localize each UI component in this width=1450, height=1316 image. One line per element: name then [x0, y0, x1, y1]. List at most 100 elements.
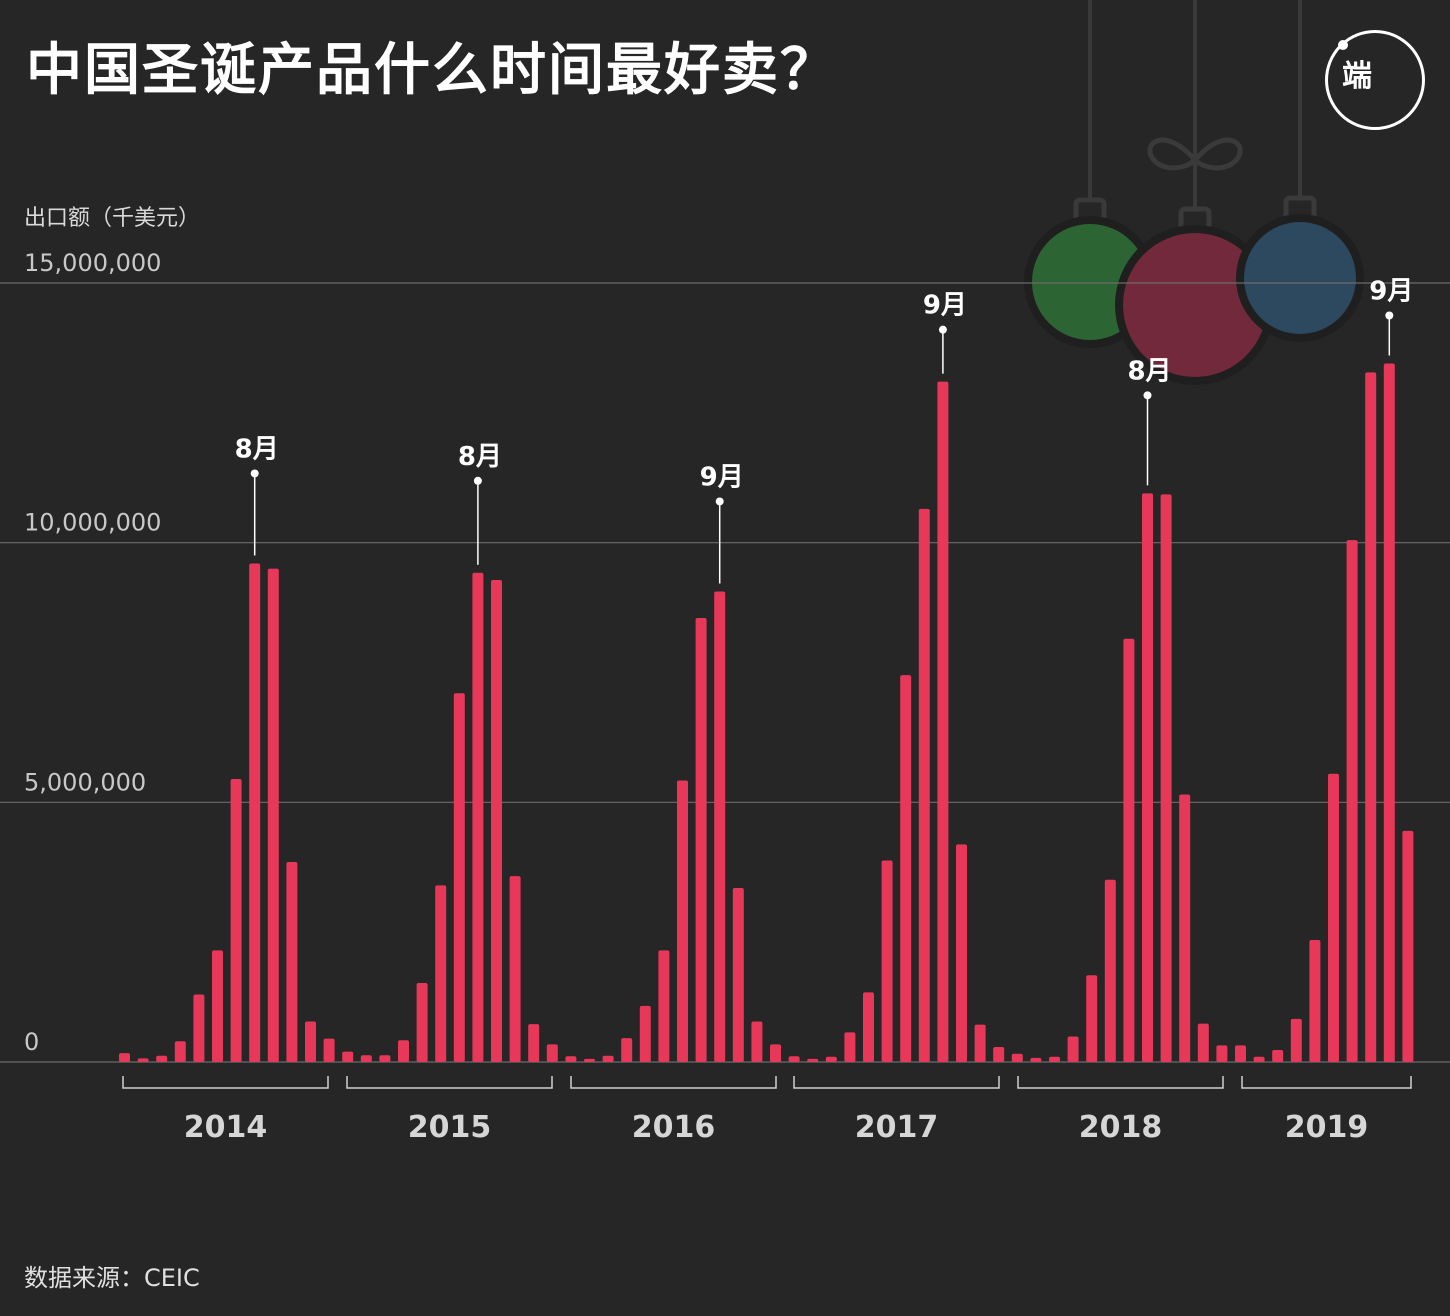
ornament-decoration	[1024, 0, 1364, 385]
bar	[732, 888, 744, 1062]
bar	[863, 992, 874, 1062]
bar	[1235, 1045, 1246, 1062]
bar	[360, 1055, 372, 1062]
annotation-dot	[715, 497, 724, 506]
bar	[714, 591, 726, 1062]
brand-logo: 端	[1325, 30, 1425, 130]
bar	[1104, 879, 1116, 1062]
year-bracket	[793, 1076, 1000, 1089]
bar	[212, 950, 223, 1062]
x-tick-label: 2019	[1285, 1110, 1369, 1145]
bar	[174, 1041, 186, 1062]
year-bracket	[1017, 1076, 1224, 1089]
year-bracket	[346, 1076, 553, 1089]
annotation-dot	[473, 476, 482, 485]
bar	[807, 1058, 819, 1062]
annotation-label: 8月	[458, 442, 502, 472]
bar	[844, 1032, 856, 1062]
annotations: 8月 8月 9月 9月 8月 9月	[235, 276, 1413, 584]
bar	[491, 580, 502, 1062]
x-tick-label: 2015	[408, 1110, 492, 1145]
bar	[881, 860, 893, 1062]
bar	[342, 1051, 354, 1062]
bar	[602, 1055, 614, 1062]
logo-dot	[1338, 40, 1348, 50]
bar	[156, 1055, 168, 1062]
bar	[1123, 638, 1135, 1062]
bow-icon	[1147, 137, 1243, 171]
x-tick-label: 2014	[184, 1110, 268, 1145]
chart-title: 中国圣诞产品什么时间最好卖？	[26, 38, 838, 103]
bar	[1272, 1050, 1284, 1062]
y-axis-label: 出口额（千美元）	[24, 206, 201, 231]
x-tick-label: 2018	[1079, 1110, 1163, 1145]
x-tick-label: 2017	[855, 1110, 939, 1145]
bar	[286, 862, 298, 1062]
ornament-ball	[1123, 233, 1267, 377]
bar	[1067, 1036, 1079, 1062]
y-tick-label: 10,000,000	[24, 509, 161, 537]
bar	[584, 1058, 595, 1062]
bar	[1179, 794, 1191, 1062]
bar	[1365, 372, 1377, 1063]
bar	[956, 844, 967, 1062]
bar	[546, 1044, 558, 1062]
bar	[305, 1021, 316, 1062]
year-bracket	[1241, 1076, 1412, 1089]
bar	[751, 1021, 763, 1062]
annotation-dot	[1143, 391, 1152, 400]
bar	[1142, 493, 1153, 1063]
bar	[918, 508, 930, 1062]
bar	[193, 994, 205, 1062]
bar	[435, 885, 447, 1062]
logo-glyph: 端	[1342, 59, 1372, 94]
year-bracket	[570, 1076, 777, 1089]
annotation-label: 8月	[1127, 356, 1171, 386]
bar	[1086, 975, 1098, 1062]
annotation-label: 9月	[1369, 276, 1413, 306]
data-source: 数据来源：CEIC	[24, 1264, 200, 1292]
bar	[639, 1005, 651, 1062]
bar	[1049, 1056, 1060, 1062]
bar	[509, 876, 521, 1062]
x-axis: 2014 2015 2016 2017 2018 2019	[122, 1076, 1412, 1145]
annotation-label: 9月	[700, 462, 744, 492]
annotation-dot	[938, 325, 947, 334]
bar	[974, 1024, 986, 1062]
bar	[993, 1046, 1005, 1062]
bar	[398, 1040, 409, 1062]
bar	[1346, 540, 1358, 1062]
bar	[249, 563, 261, 1062]
bar	[1011, 1053, 1023, 1062]
annotation-dot	[1385, 311, 1394, 320]
bar	[695, 617, 707, 1062]
bar	[1197, 1023, 1209, 1062]
bar	[528, 1024, 540, 1062]
bar	[1030, 1057, 1042, 1062]
annotation-label: 9月	[923, 291, 967, 321]
bar	[137, 1058, 149, 1062]
bar	[453, 693, 465, 1062]
bar	[825, 1056, 837, 1062]
bar	[1402, 830, 1414, 1062]
bar	[323, 1038, 335, 1062]
bar	[677, 780, 688, 1062]
annotation-label: 8月	[235, 434, 279, 464]
bar	[1253, 1056, 1265, 1062]
bar	[770, 1044, 781, 1062]
bar	[1328, 773, 1339, 1062]
bars	[119, 363, 1414, 1063]
bar	[472, 572, 484, 1062]
bar	[1160, 494, 1172, 1062]
bar	[119, 1053, 130, 1062]
y-tick-label: 15,000,000	[24, 249, 161, 277]
bar	[621, 1038, 633, 1062]
bar	[565, 1056, 577, 1062]
bar	[416, 983, 428, 1062]
bar	[379, 1055, 391, 1062]
y-tick-label: 5,000,000	[24, 768, 146, 796]
bar	[1383, 363, 1395, 1062]
y-tick-label: 0	[24, 1028, 39, 1056]
bar	[1309, 939, 1321, 1062]
